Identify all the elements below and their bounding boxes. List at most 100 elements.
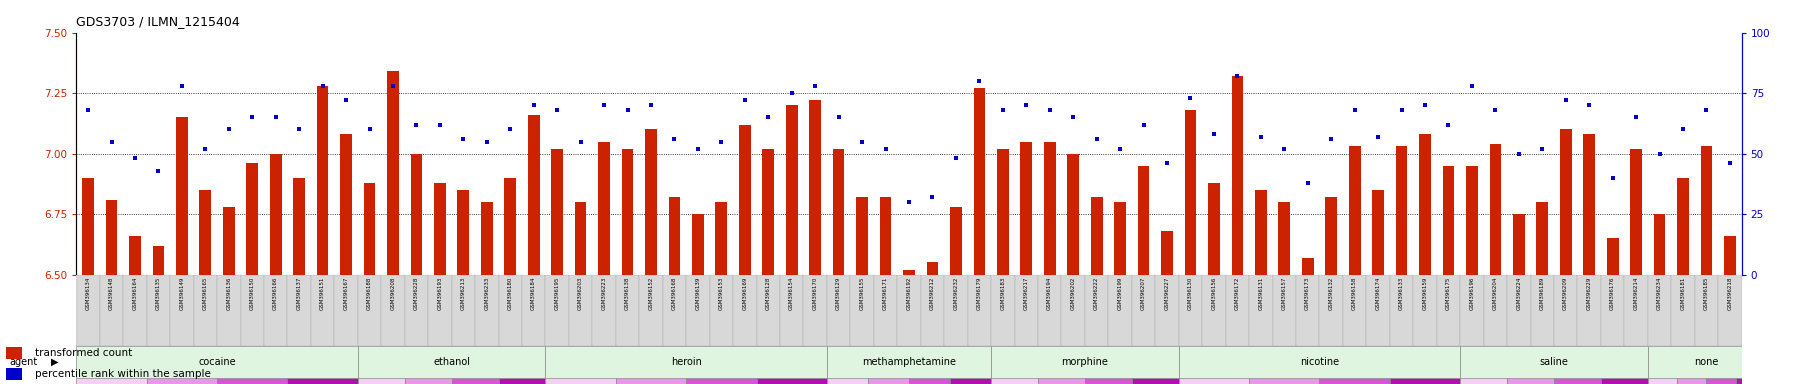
Point — [1693, 107, 1722, 113]
Point — [1247, 134, 1276, 140]
Text: GSM396129: GSM396129 — [836, 277, 842, 310]
Bar — [1296, 275, 1320, 346]
Text: GSM396134: GSM396134 — [85, 277, 91, 310]
Text: GSM396217: GSM396217 — [1024, 277, 1029, 310]
Bar — [1133, 378, 1178, 384]
Bar — [1085, 378, 1133, 384]
Bar — [1114, 202, 1125, 275]
Bar — [709, 275, 733, 346]
Point — [1058, 114, 1087, 121]
Bar — [1460, 378, 1507, 384]
Text: GSM396229: GSM396229 — [1587, 277, 1593, 310]
Bar — [640, 275, 664, 346]
Bar — [991, 378, 1038, 384]
Text: GSM396172: GSM396172 — [1234, 277, 1240, 310]
Bar — [756, 378, 827, 384]
Text: GSM396170: GSM396170 — [813, 277, 818, 310]
Point — [731, 97, 760, 103]
Text: GSM396183: GSM396183 — [1000, 277, 1005, 310]
Bar — [316, 86, 329, 275]
Bar — [973, 88, 985, 275]
Text: GSM396199: GSM396199 — [1118, 277, 1122, 310]
Bar — [1207, 183, 1220, 275]
Bar — [451, 378, 498, 384]
Bar — [498, 378, 545, 384]
Bar — [804, 275, 827, 346]
Bar — [1647, 378, 1678, 384]
Point — [1598, 175, 1627, 181]
Text: GSM396157: GSM396157 — [1282, 277, 1287, 310]
Text: GSM396149: GSM396149 — [180, 277, 184, 310]
Bar — [200, 190, 211, 275]
Text: GSM396164: GSM396164 — [133, 277, 138, 310]
Bar — [1020, 142, 1033, 275]
Point — [565, 139, 594, 145]
Bar — [1389, 378, 1460, 384]
Text: GSM396208: GSM396208 — [391, 277, 396, 310]
Bar — [405, 275, 429, 346]
Text: GSM396181: GSM396181 — [1680, 277, 1685, 310]
Bar — [1202, 275, 1225, 346]
Bar — [1373, 190, 1383, 275]
Bar — [293, 178, 305, 275]
Bar — [451, 275, 474, 346]
Point — [847, 139, 876, 145]
Point — [1574, 102, 1603, 108]
Text: GSM396192: GSM396192 — [907, 277, 911, 310]
Bar — [195, 275, 216, 346]
Bar — [1607, 238, 1618, 275]
Point — [96, 139, 125, 145]
Text: GSM396131: GSM396131 — [1258, 277, 1264, 310]
Text: GSM396176: GSM396176 — [1611, 277, 1614, 310]
Bar — [1249, 275, 1273, 346]
Text: GSM396137: GSM396137 — [296, 277, 302, 310]
Bar — [1249, 378, 1320, 384]
Point — [660, 136, 689, 142]
Point — [542, 107, 571, 113]
Bar — [874, 275, 898, 346]
Text: GSM396213: GSM396213 — [460, 277, 465, 310]
Bar — [364, 183, 375, 275]
Bar — [904, 270, 914, 275]
Bar — [756, 275, 780, 346]
Bar — [545, 378, 616, 384]
Bar — [335, 275, 358, 346]
Text: GSM396173: GSM396173 — [1305, 277, 1311, 310]
Point — [894, 199, 924, 205]
Bar — [951, 378, 991, 384]
Bar — [82, 178, 95, 275]
Point — [589, 102, 618, 108]
Bar — [1654, 214, 1665, 275]
Bar — [147, 378, 216, 384]
Point — [1013, 102, 1042, 108]
Point — [800, 83, 829, 89]
Bar — [171, 275, 195, 346]
Text: GSM396159: GSM396159 — [1422, 277, 1427, 310]
Bar — [1185, 110, 1196, 275]
Bar — [76, 346, 358, 378]
Bar — [1014, 275, 1038, 346]
Bar — [311, 275, 335, 346]
Bar — [1647, 346, 1765, 378]
Bar — [405, 378, 451, 384]
Bar — [1583, 134, 1594, 275]
Bar — [927, 263, 938, 275]
Bar — [785, 105, 798, 275]
Text: GSM396234: GSM396234 — [1656, 277, 1662, 310]
Point — [965, 78, 994, 84]
Point — [754, 114, 784, 121]
Text: GSM396212: GSM396212 — [931, 277, 934, 310]
Text: GSM396193: GSM396193 — [438, 277, 442, 310]
Point — [942, 156, 971, 162]
Bar — [358, 346, 545, 378]
Bar — [269, 154, 282, 275]
Bar — [1631, 149, 1642, 275]
Text: GSM396151: GSM396151 — [320, 277, 325, 310]
Bar — [1178, 378, 1249, 384]
Bar — [129, 236, 140, 275]
Bar — [780, 275, 804, 346]
Bar — [1138, 166, 1149, 275]
Bar — [1389, 275, 1413, 346]
Text: GSM396188: GSM396188 — [367, 277, 373, 310]
Bar — [991, 346, 1178, 378]
